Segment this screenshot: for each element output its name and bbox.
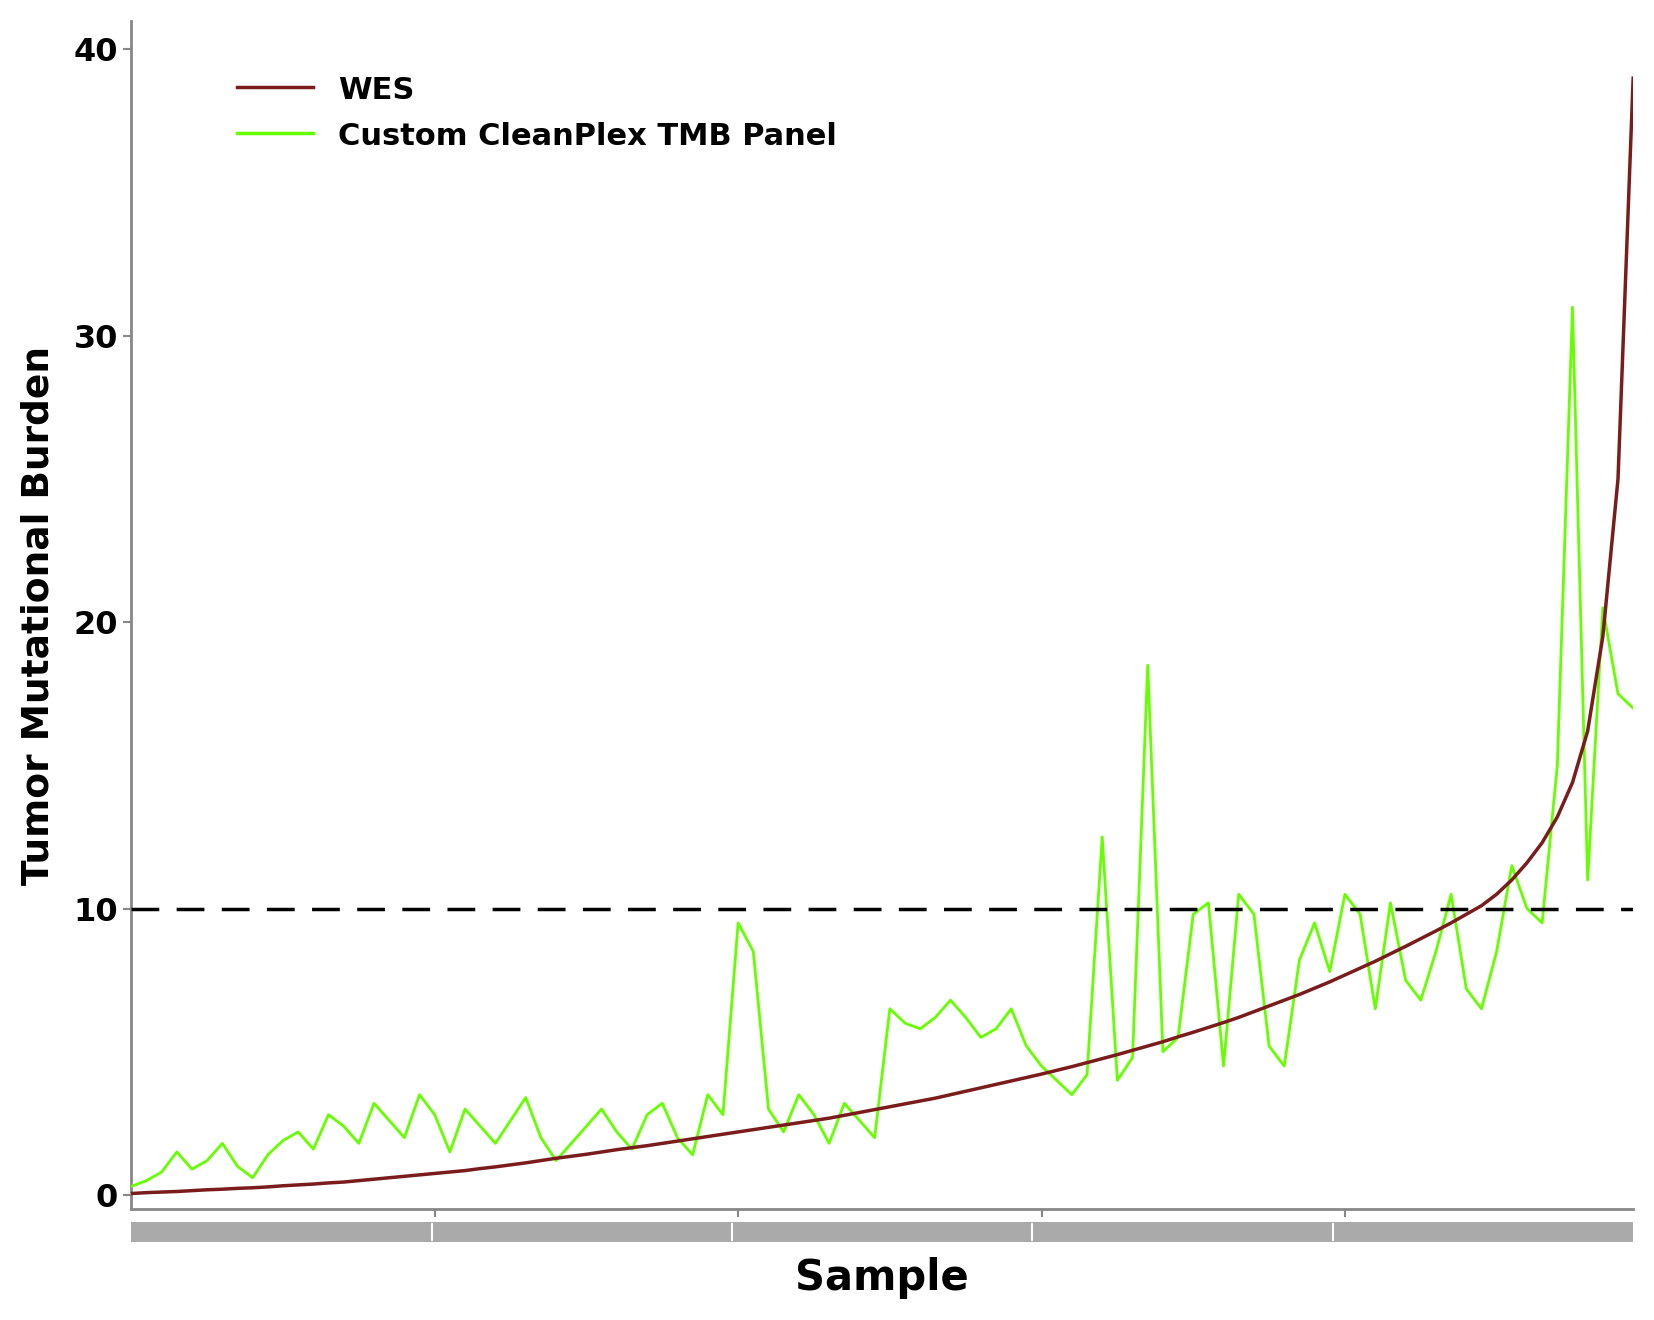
Custom CleanPlex TMB Panel <box>1502 858 1522 874</box>
WES <box>410 1167 430 1183</box>
WES <box>1548 809 1568 825</box>
Custom CleanPlex TMB Panel <box>1563 300 1583 315</box>
WES <box>121 1185 141 1201</box>
WES <box>1017 1069 1037 1085</box>
WES <box>470 1160 490 1176</box>
Custom CleanPlex TMB Panel <box>1548 758 1568 774</box>
Line: Custom CleanPlex TMB Panel: Custom CleanPlex TMB Panel <box>131 308 1632 1187</box>
Legend: WES, Custom CleanPlex TMB Panel: WES, Custom CleanPlex TMB Panel <box>222 59 852 166</box>
X-axis label: Sample: Sample <box>796 1257 969 1299</box>
Custom CleanPlex TMB Panel <box>470 1118 490 1134</box>
Custom CleanPlex TMB Panel <box>1623 700 1642 715</box>
Line: WES: WES <box>131 78 1632 1193</box>
WES <box>1623 70 1642 86</box>
Custom CleanPlex TMB Panel <box>895 1015 915 1031</box>
Y-axis label: Tumor Mutational Burden: Tumor Mutational Burden <box>22 346 56 884</box>
WES <box>895 1096 915 1111</box>
Custom CleanPlex TMB Panel <box>121 1179 141 1195</box>
Custom CleanPlex TMB Panel <box>1017 1038 1037 1053</box>
WES <box>1502 873 1522 888</box>
Custom CleanPlex TMB Panel <box>410 1086 430 1102</box>
